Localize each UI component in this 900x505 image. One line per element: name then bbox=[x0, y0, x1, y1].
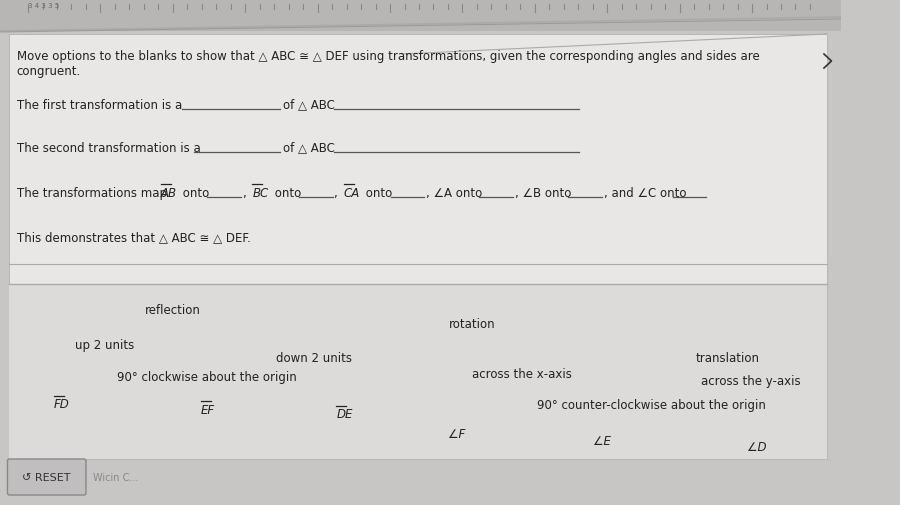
Bar bbox=[9, 284, 827, 459]
Text: reflection: reflection bbox=[145, 303, 201, 316]
Text: ∠F: ∠F bbox=[448, 428, 465, 441]
Text: of △ ABC: of △ ABC bbox=[284, 98, 335, 111]
Text: 3 4 3 3 5: 3 4 3 3 5 bbox=[28, 3, 59, 9]
Text: ∠D: ∠D bbox=[747, 441, 767, 453]
Text: ↺ RESET: ↺ RESET bbox=[22, 472, 71, 482]
FancyBboxPatch shape bbox=[7, 459, 86, 495]
Text: across the x-axis: across the x-axis bbox=[472, 368, 572, 381]
Text: The transformations map: The transformations map bbox=[17, 186, 171, 199]
Text: Move options to the blanks to show that △ ABC ≅ △ DEF using transformations, giv: Move options to the blanks to show that … bbox=[17, 50, 760, 63]
Text: translation: translation bbox=[696, 351, 760, 364]
Text: 90° counter-clockwise about the origin: 90° counter-clockwise about the origin bbox=[537, 398, 766, 411]
Text: CA: CA bbox=[344, 186, 360, 199]
Text: ,: , bbox=[243, 186, 250, 199]
Text: of △ ABC: of △ ABC bbox=[284, 141, 335, 154]
Text: congruent.: congruent. bbox=[17, 65, 81, 78]
Text: rotation: rotation bbox=[448, 318, 495, 331]
Text: This demonstrates that △ ABC ≅ △ DEF.: This demonstrates that △ ABC ≅ △ DEF. bbox=[17, 231, 251, 244]
Text: , ∠B onto: , ∠B onto bbox=[515, 186, 572, 199]
Text: down 2 units: down 2 units bbox=[275, 351, 352, 364]
Text: 90° clockwise about the origin: 90° clockwise about the origin bbox=[117, 371, 296, 384]
Text: , ∠A onto: , ∠A onto bbox=[426, 186, 482, 199]
Text: DE: DE bbox=[337, 408, 353, 421]
Text: onto: onto bbox=[179, 186, 210, 199]
Text: EF: EF bbox=[201, 402, 215, 416]
Bar bbox=[9, 35, 827, 459]
Text: onto: onto bbox=[363, 186, 392, 199]
Text: Wicin C...: Wicin C... bbox=[94, 472, 139, 482]
Text: up 2 units: up 2 units bbox=[75, 338, 134, 351]
Text: AB: AB bbox=[161, 186, 176, 199]
Text: across the y-axis: across the y-axis bbox=[701, 375, 800, 388]
Bar bbox=[0, 0, 841, 32]
Text: FD: FD bbox=[54, 398, 70, 411]
Text: onto: onto bbox=[271, 186, 302, 199]
Text: The second transformation is a: The second transformation is a bbox=[17, 141, 201, 154]
Text: The first transformation is a: The first transformation is a bbox=[17, 98, 182, 111]
Text: , and ∠C onto: , and ∠C onto bbox=[604, 186, 686, 199]
Text: ∠E: ∠E bbox=[593, 435, 611, 447]
Text: BC: BC bbox=[252, 186, 268, 199]
Text: ,: , bbox=[335, 186, 342, 199]
